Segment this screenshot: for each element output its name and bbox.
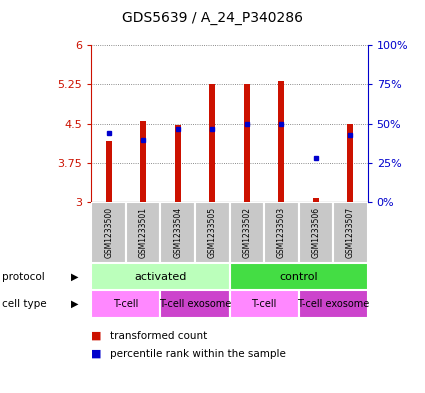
Bar	[195, 202, 230, 263]
Bar	[230, 263, 368, 290]
Bar	[209, 84, 215, 202]
Text: GSM1233505: GSM1233505	[208, 207, 217, 259]
Bar	[298, 202, 333, 263]
Bar	[105, 141, 112, 202]
Text: GSM1233503: GSM1233503	[277, 207, 286, 259]
Text: GSM1233506: GSM1233506	[312, 207, 320, 259]
Text: GSM1233502: GSM1233502	[242, 208, 251, 258]
Text: ▶: ▶	[71, 272, 79, 282]
Bar	[347, 124, 354, 202]
Bar	[160, 290, 230, 318]
Text: ▶: ▶	[71, 299, 79, 309]
Text: T-cell: T-cell	[251, 299, 277, 309]
Bar	[126, 202, 160, 263]
Bar	[175, 125, 181, 202]
Text: GSM1233501: GSM1233501	[139, 208, 147, 258]
Text: GSM1233504: GSM1233504	[173, 207, 182, 259]
Text: activated: activated	[134, 272, 187, 282]
Text: T-cell exosome: T-cell exosome	[159, 299, 231, 309]
Text: GSM1233507: GSM1233507	[346, 207, 355, 259]
Bar	[230, 202, 264, 263]
Text: percentile rank within the sample: percentile rank within the sample	[110, 349, 286, 359]
Bar	[244, 84, 250, 202]
Bar	[333, 202, 368, 263]
Text: T-cell: T-cell	[113, 299, 139, 309]
Text: protocol: protocol	[2, 272, 45, 282]
Text: transformed count: transformed count	[110, 331, 208, 341]
Bar	[91, 263, 230, 290]
Bar	[313, 198, 319, 202]
Bar	[298, 290, 368, 318]
Bar	[91, 202, 126, 263]
Bar	[264, 202, 298, 263]
Text: T-cell exosome: T-cell exosome	[297, 299, 369, 309]
Text: cell type: cell type	[2, 299, 47, 309]
Bar	[278, 81, 284, 202]
Text: GSM1233500: GSM1233500	[104, 207, 113, 259]
Bar	[140, 121, 146, 202]
Text: GDS5639 / A_24_P340286: GDS5639 / A_24_P340286	[122, 11, 303, 25]
Bar	[230, 290, 298, 318]
Bar	[160, 202, 195, 263]
Bar	[91, 290, 160, 318]
Text: ■: ■	[91, 349, 102, 359]
Text: control: control	[279, 272, 318, 282]
Text: ■: ■	[91, 331, 102, 341]
